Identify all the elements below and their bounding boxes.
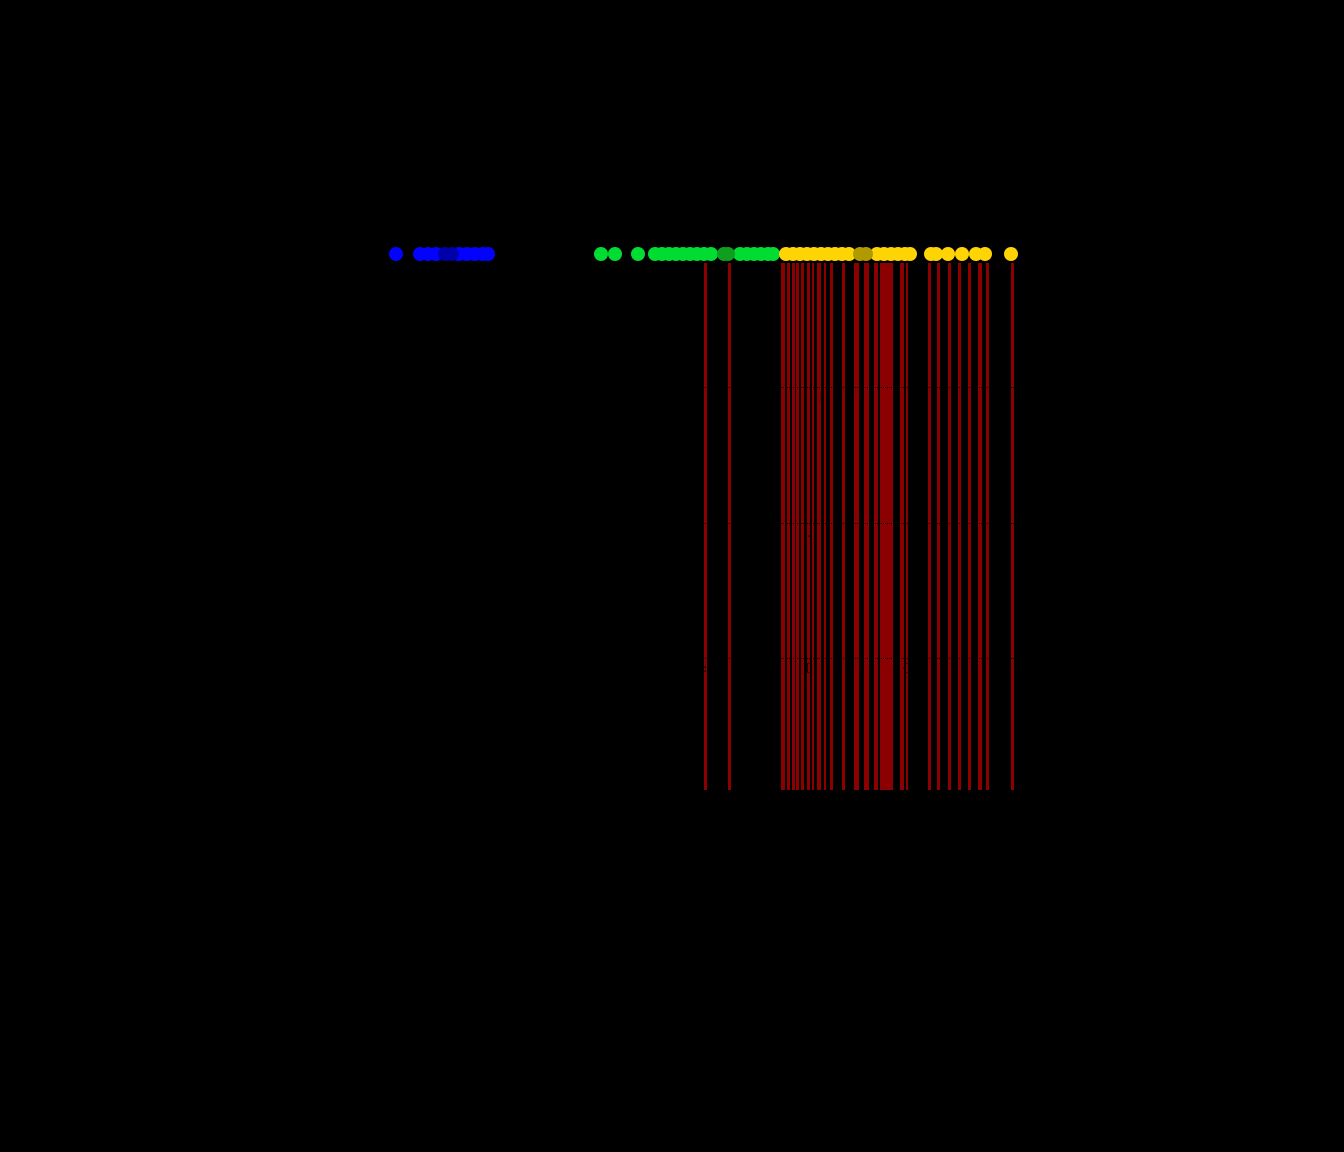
gridline — [700, 658, 1022, 659]
text-fragment: : — [850, 527, 857, 540]
event-line — [986, 263, 989, 790]
event-line — [812, 263, 814, 790]
text-fragment: ; — [1007, 391, 1014, 404]
data-dot-olive-patch — [859, 247, 873, 261]
event-line — [824, 263, 826, 790]
text-fragment: . — [806, 527, 813, 540]
event-line — [807, 263, 810, 790]
event-line — [787, 263, 790, 790]
event-line — [781, 263, 785, 790]
event-line — [906, 263, 908, 790]
text-fragment: :: — [702, 662, 716, 675]
data-dot-gold-cluster — [1004, 247, 1018, 261]
text-fragment: : — [930, 529, 937, 542]
data-dot-gold-cluster — [941, 247, 955, 261]
data-dot-gold-cluster — [955, 247, 969, 261]
data-dot-green-cluster — [704, 247, 718, 261]
event-line — [842, 263, 845, 790]
event-line — [968, 263, 971, 790]
event-line — [948, 263, 951, 790]
event-line — [792, 263, 795, 790]
data-dot-gold-cluster — [903, 247, 917, 261]
event-line — [704, 263, 707, 790]
event-line — [958, 263, 961, 790]
text-fragment: {: — [902, 661, 916, 674]
text-fragment: { — [804, 661, 811, 674]
event-line — [937, 263, 940, 790]
data-dot-green-cluster — [608, 247, 622, 261]
data-dot-gold-cluster — [978, 247, 992, 261]
event-line — [864, 263, 869, 790]
gridline — [700, 387, 1022, 388]
data-dot-navy-patch — [445, 247, 459, 261]
text-fragment: : — [848, 664, 855, 677]
event-line — [874, 263, 878, 790]
event-line — [817, 263, 821, 790]
event-line — [880, 263, 893, 790]
gridline — [700, 523, 1022, 524]
data-dot-gold-cluster — [842, 247, 856, 261]
event-line — [900, 263, 904, 790]
event-line — [978, 263, 982, 790]
data-dot-gold-cluster — [929, 247, 943, 261]
data-dot-blue-cluster — [481, 247, 495, 261]
data-dot-green-cluster — [594, 247, 608, 261]
event-line — [928, 263, 931, 790]
text-fragment: | — [818, 391, 825, 404]
data-dot-dark-green-patch — [721, 247, 735, 261]
data-dot-green-cluster — [766, 247, 780, 261]
data-dot-green-cluster — [631, 247, 645, 261]
text-fragment: . — [930, 665, 937, 678]
event-line — [801, 263, 804, 790]
data-dot-blue-cluster — [389, 247, 403, 261]
event-line — [728, 263, 731, 790]
event-line — [854, 263, 859, 790]
event-line — [1011, 263, 1014, 790]
event-line — [830, 263, 833, 790]
event-line — [796, 263, 799, 790]
